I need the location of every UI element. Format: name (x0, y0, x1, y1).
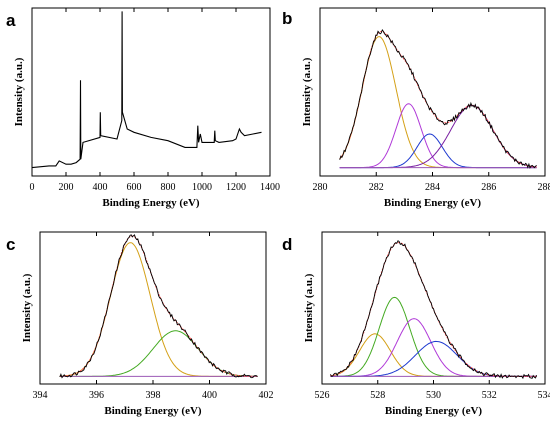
y-axis-title: Intensity (a.u.) (303, 273, 315, 342)
fit-peak-1 (59, 242, 258, 377)
y-axis-title: Intensity (a.u.) (21, 273, 33, 342)
y-axis-title: Intensity (a.u.) (13, 57, 25, 126)
x-tick-label: 528 (370, 390, 385, 401)
panel-b-letter: b (282, 9, 292, 28)
x-tick-label: 532 (482, 390, 497, 401)
x-tick-label: 400 (93, 182, 108, 193)
x-axis-title: Binding Energy (eV) (384, 197, 482, 209)
x-tick-label: 534 (538, 390, 550, 401)
x-tick-label: 1000 (192, 182, 212, 193)
x-tick-label: 280 (313, 182, 328, 193)
x-tick-label: 530 (426, 390, 441, 401)
x-tick-label: 286 (481, 182, 496, 193)
y-axis-title: Intensity (a.u.) (301, 57, 313, 126)
x-tick-label: 0 (30, 182, 35, 193)
fit-peak-2 (339, 103, 537, 169)
x-tick-label: 394 (33, 390, 48, 401)
panel-a-letter: a (6, 11, 16, 30)
panel-c-group: c 394 396 398 400 402 Binding Energy (eV) Inte… (6, 231, 274, 417)
plot-frame (319, 7, 546, 177)
fit-peak-2 (59, 330, 258, 377)
x-axis-title: Binding Energy (eV) (104, 405, 202, 417)
fit-envelope (339, 30, 537, 168)
panel-c-letter: c (6, 235, 15, 254)
x-tick-label: 284 (425, 182, 440, 193)
fit-peak-4 (339, 104, 537, 169)
x-tick-label: 1200 (226, 182, 246, 193)
x-tick-label: 200 (59, 182, 74, 193)
fit-envelope (59, 235, 258, 377)
x-tick-label: 1400 (260, 182, 280, 193)
x-axis-title: Binding Energy (eV) (385, 405, 483, 417)
raw-data-line (330, 240, 538, 380)
x-tick-label: 800 (161, 182, 176, 193)
plot-frame (31, 7, 271, 177)
x-axis-title: Binding Energy (eV) (102, 197, 200, 209)
x-tick-label: 288 (538, 182, 550, 193)
panel-d-group: d 526 528 530 532 534 Binding Energy (eV) Inte… (282, 231, 550, 417)
panel-d-letter: d (282, 235, 292, 254)
x-tick-label: 526 (315, 390, 330, 401)
raw-data-line (339, 28, 537, 169)
x-tick-label: 398 (146, 390, 161, 401)
x-tick-label: 402 (259, 390, 274, 401)
x-tick-label: 400 (202, 390, 217, 401)
panel-a-group: a 0 200 400 600 800 1000 1200 1400 Binding Energ… (6, 7, 280, 209)
x-tick-label: 396 (89, 390, 104, 401)
survey-spectrum-line (31, 11, 262, 169)
plot-frame (321, 231, 546, 385)
x-tick-label: 600 (127, 182, 142, 193)
raw-data-line (59, 234, 258, 379)
x-tick-label: 282 (369, 182, 384, 193)
panel-b-group: b 280 282 284 286 288 Binding Energy (eV) Inte… (282, 7, 550, 209)
